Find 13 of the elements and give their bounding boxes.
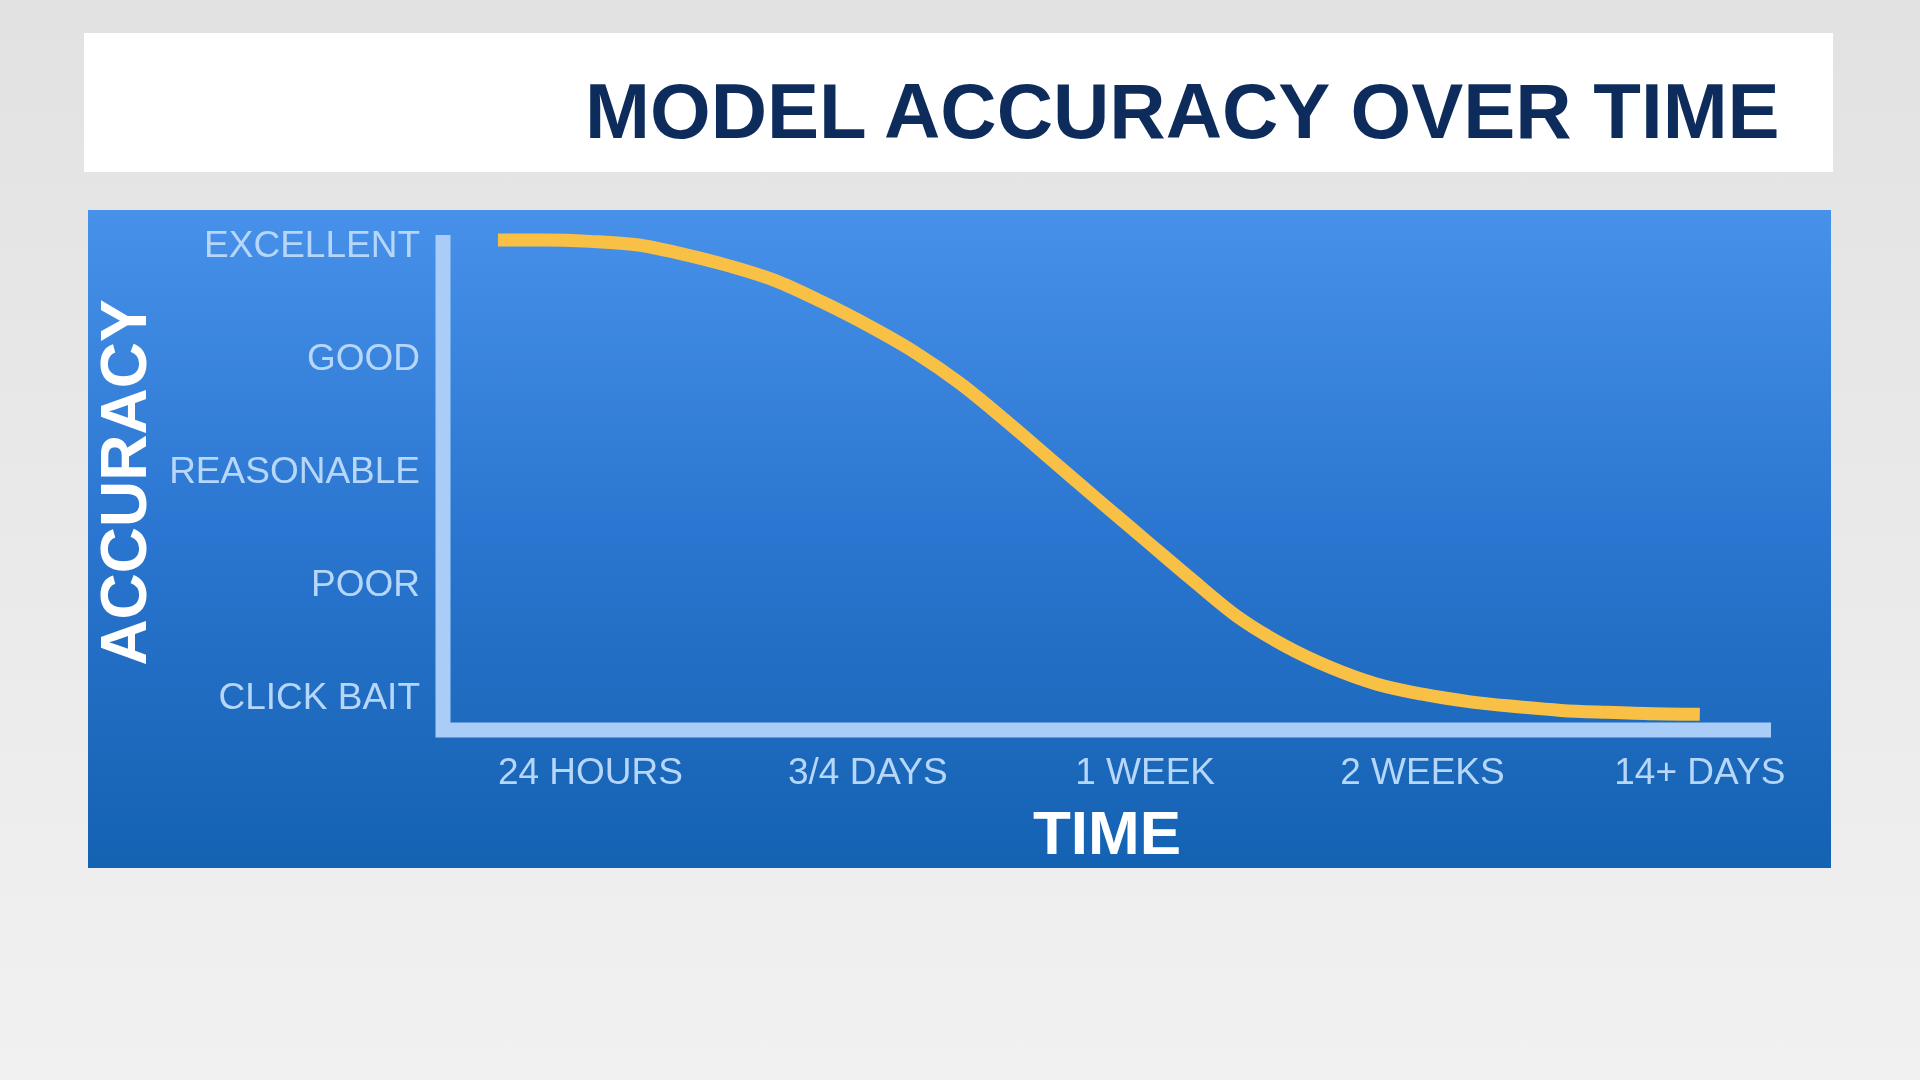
category-label: CLICK BAIT (218, 675, 420, 717)
x-tick-label: 1 WEEK (1075, 751, 1216, 793)
x-tick-label: 14+ DAYS (1614, 751, 1786, 793)
x-tick-label: 3/4 DAYS (787, 751, 948, 793)
category-label: POOR (311, 562, 420, 604)
chart-title: MODEL ACCURACY OVER TIME (585, 67, 1780, 155)
category-label: GOOD (306, 336, 420, 378)
category-label: REASONABLE (169, 449, 420, 491)
x-tick-label: 24 HOURS (497, 751, 683, 793)
x-tick-label: 2 WEEKS (1340, 751, 1505, 793)
y-axis-title: ACCURACY (87, 299, 160, 666)
category-label: EXCELLENT (204, 223, 420, 265)
x-axis-title: TIME (1032, 798, 1182, 868)
